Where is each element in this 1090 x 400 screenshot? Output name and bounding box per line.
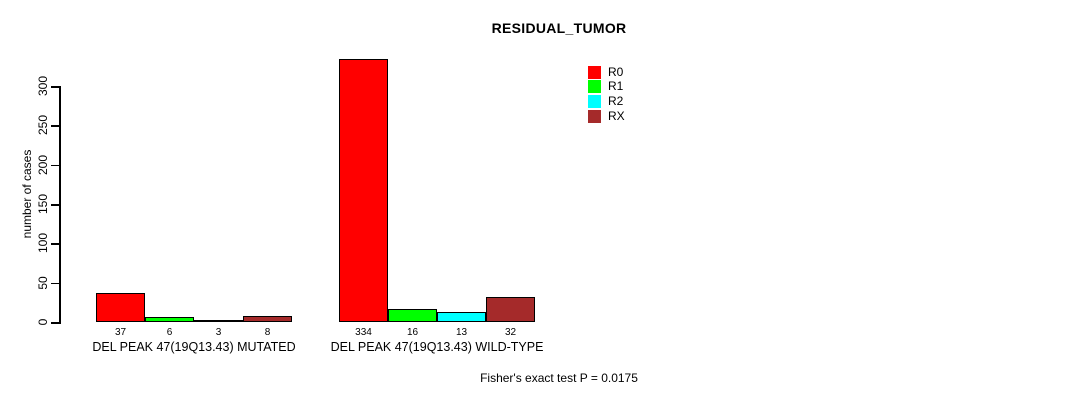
chart-title: RESIDUAL_TUMOR	[491, 20, 627, 36]
y-axis-tick	[51, 204, 59, 206]
legend-label: RX	[608, 108, 625, 123]
legend-swatch-icon	[588, 109, 601, 123]
category-label: DEL PEAK 47(19Q13.43) MUTATED	[92, 340, 296, 354]
y-axis-tick-label: 100	[36, 233, 50, 254]
bar-R1-0	[145, 317, 194, 322]
bar-value-label: 13	[455, 327, 468, 338]
y-axis-tick-label: 200	[36, 154, 50, 175]
category-label: DEL PEAK 47(19Q13.43) WILD-TYPE	[330, 340, 544, 354]
y-axis-tick-label: 300	[36, 75, 50, 97]
bar-value-label: 3	[215, 327, 222, 338]
y-axis-tick	[51, 243, 59, 245]
legend-label: R0	[608, 64, 624, 79]
y-axis-tick-label: 250	[36, 115, 50, 136]
legend: R0 R1 R2 RX	[588, 65, 625, 123]
y-axis-tick	[51, 86, 59, 88]
bar-value-label: 6	[166, 327, 173, 338]
bar-value-label: 32	[504, 327, 517, 338]
legend-row-R2: R2	[588, 94, 625, 109]
caption: Fisher's exact test P = 0.0175	[480, 371, 638, 385]
legend-label: R2	[608, 93, 624, 108]
bar-R2-0	[194, 319, 243, 322]
bar-RX-0	[243, 315, 292, 322]
y-axis-tick-label: 150	[36, 193, 50, 215]
y-axis-tick	[51, 164, 59, 167]
legend-swatch-icon	[588, 65, 601, 79]
bar-value-label: 8	[264, 327, 271, 338]
legend-row-RX: RX	[588, 109, 625, 124]
bar-RX-1	[486, 296, 535, 322]
y-axis-tick-label: 0	[36, 318, 50, 326]
bar-R0-0	[96, 292, 145, 322]
bar-value-label: 334	[355, 327, 372, 338]
legend-swatch-icon	[588, 94, 601, 108]
y-axis-tick	[51, 322, 59, 324]
bar-R1-1	[388, 309, 437, 322]
legend-row-R1: R1	[588, 80, 625, 95]
legend-swatch-icon	[588, 80, 601, 94]
bar-R0-1	[339, 59, 388, 322]
bar-R2-1	[437, 311, 486, 322]
y-axis-tick	[51, 125, 59, 127]
legend-label: R1	[608, 79, 624, 94]
bar-value-label: 37	[114, 327, 127, 338]
y-axis-tick-label: 50	[36, 276, 50, 290]
y-axis-line	[59, 86, 61, 324]
bar-value-label: 16	[406, 327, 419, 338]
legend-row-R0: R0	[588, 65, 625, 80]
y-axis-tick	[51, 282, 59, 285]
